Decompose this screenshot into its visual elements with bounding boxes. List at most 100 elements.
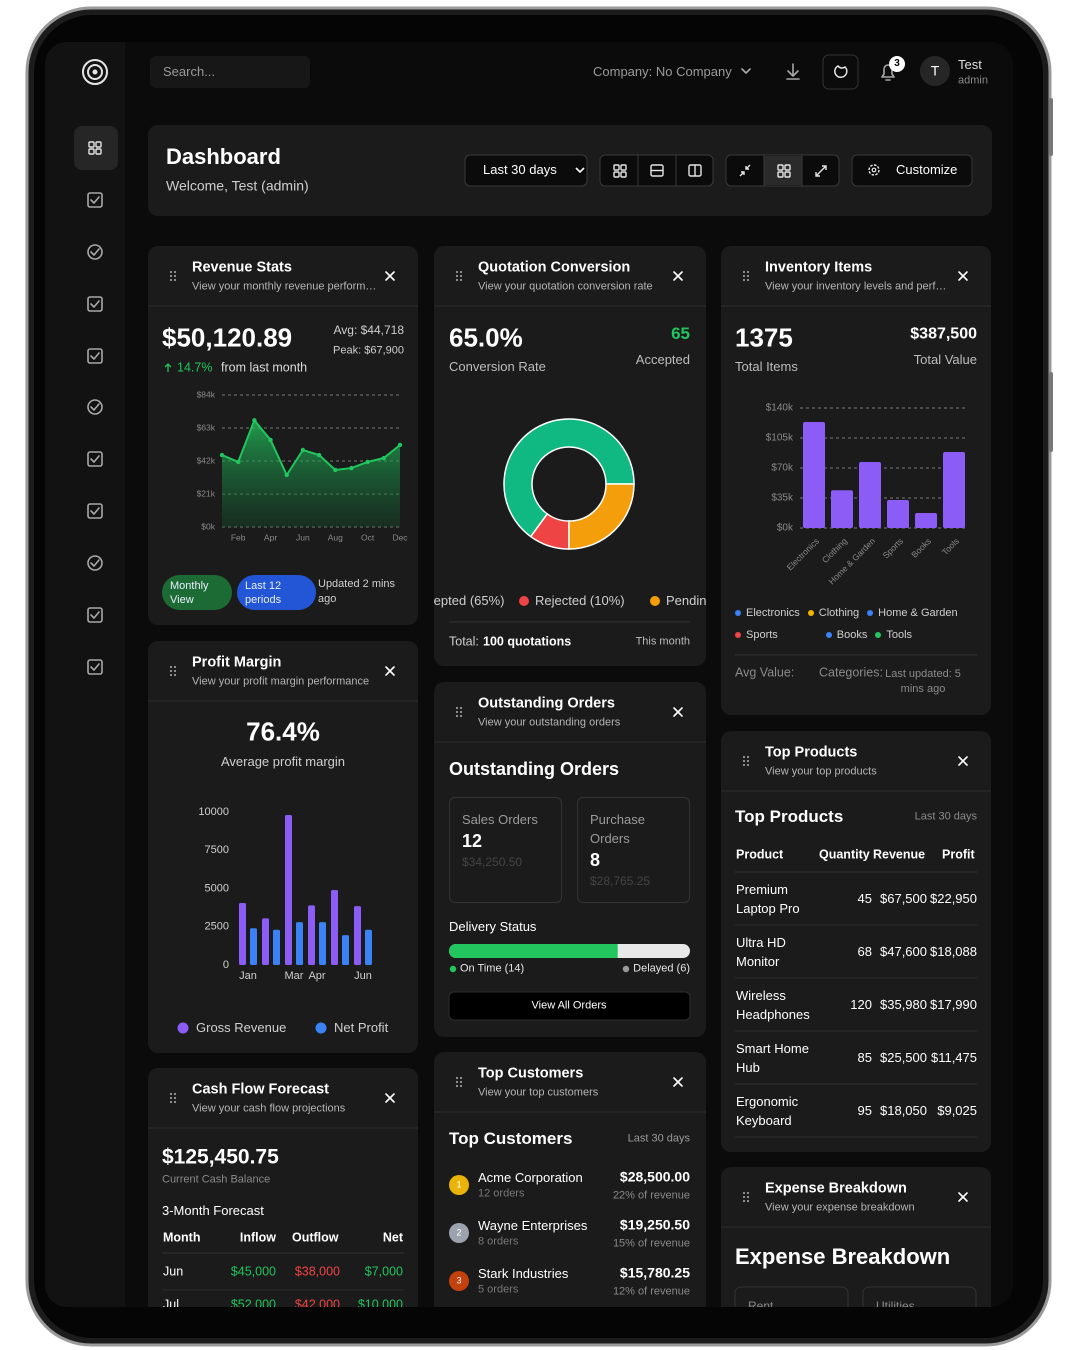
close-button[interactable] [673,271,683,281]
customize-button[interactable] [851,154,973,187]
x-tick-label: Jun [354,970,372,982]
drag-handle[interactable] [455,270,463,282]
handle-dot [746,1191,750,1195]
y-tick-label: $84k [197,389,216,399]
handle-dot [169,673,173,677]
company-selector[interactable]: Company: No Company [593,64,732,80]
drag-handle[interactable] [455,706,463,718]
customer-name: Wayne Enterprises [478,1218,588,1234]
view-button[interactable] [739,164,751,177]
progress-on-time [449,944,618,958]
close-stroke [385,271,395,281]
icon-part [87,296,103,312]
close-button[interactable] [673,1077,683,1087]
legend-label: Clothing [818,607,860,619]
search-box[interactable] [150,56,310,88]
x-tick-label: Apr [308,970,325,982]
drag-handle[interactable] [169,665,177,677]
x-tick-label: Jan [239,970,257,982]
avatar[interactable] [920,56,950,86]
drag-handle[interactable] [169,270,177,282]
icon-part [620,171,627,178]
order-summary: Purchase Orders 8 $28,765.25 [577,797,690,903]
icon-part [613,171,620,178]
customer-amount: $28,500.00 [619,1168,690,1185]
handle-dot [169,669,173,673]
theme-toggle[interactable] [822,54,859,90]
drag-handle[interactable] [742,1191,750,1203]
close-button[interactable] [958,271,968,281]
data-point [235,459,241,465]
icon-part [90,196,100,204]
customer-amount: $19,250.50 [619,1216,690,1233]
nav-icon[interactable] [87,296,103,312]
icon-part [777,171,784,178]
side-button [1049,98,1053,156]
card-subtitle: View your cash flow projections [192,1102,346,1115]
close-button[interactable] [385,271,395,281]
view-button[interactable] [650,164,664,177]
widget-card [148,246,418,625]
widget-card [434,1052,706,1307]
nav-active[interactable] [74,126,118,170]
view-chip[interactable]: Monthly View [162,575,232,610]
accepted-label: Accepted [635,352,690,368]
card-title: Inventory Items [765,259,873,276]
side-button [1049,372,1053,452]
customize-label[interactable]: Customize [896,162,958,178]
close-button[interactable] [958,756,968,766]
close-button[interactable] [385,666,395,676]
handle-dot [742,278,746,282]
download-icon[interactable] [786,63,800,80]
expense-item [862,1286,977,1307]
nav-icon[interactable] [87,503,103,519]
product-name: Ultra HD Monitor [736,935,786,969]
nav-icon[interactable] [87,451,103,467]
button-label[interactable]: View All Orders [531,999,607,1012]
drag-handle[interactable] [742,755,750,767]
view-button[interactable] [688,164,702,177]
handle-dot [173,278,177,282]
bell-icon[interactable] [881,64,895,81]
kpi-value: 1375 [735,322,793,353]
nav-icon[interactable] [87,607,103,623]
drag-handle[interactable] [455,1076,463,1088]
handle-dot [455,278,459,282]
view-button[interactable] [815,165,827,177]
widget-card [434,246,706,666]
legend-item: Books [825,627,867,643]
nav-icon[interactable] [87,348,103,364]
handle-dot [459,1076,463,1080]
search-placeholder: Search... [163,64,216,80]
drag-handle[interactable] [169,1092,177,1104]
view-chip[interactable]: Last 12 periods [237,575,316,610]
footer-label: Categories: [819,665,883,680]
close-stroke [385,1093,395,1103]
drag-handle[interactable] [742,270,750,282]
view-orders-button[interactable] [448,991,691,1021]
order-amount: $34,250.50 [462,855,523,869]
view-button-active [764,156,802,185]
table-header: Inflow [239,1230,276,1245]
rank-number: 3 [456,1275,462,1286]
period-select[interactable] [464,154,588,187]
legend-dot [735,632,741,638]
legend-dot [807,610,814,616]
close-button[interactable] [385,1093,395,1103]
logo [87,64,103,80]
nav-icon[interactable] [87,192,103,208]
handle-dot [169,270,173,274]
close-button[interactable] [958,1192,968,1202]
icon-part [95,148,102,155]
nav-icon[interactable] [87,244,103,260]
expense-label: Rent [748,1298,774,1307]
nav-icon[interactable] [87,399,103,415]
bar [331,890,338,965]
icon-part [95,141,102,148]
total-period: This month [635,635,690,648]
nav-icon[interactable] [87,555,103,571]
nav-icon[interactable] [87,659,103,675]
card-subtitle: View your expense breakdown [765,1201,915,1214]
section-heading: Top Customers [449,1128,573,1148]
close-button[interactable] [673,707,683,717]
